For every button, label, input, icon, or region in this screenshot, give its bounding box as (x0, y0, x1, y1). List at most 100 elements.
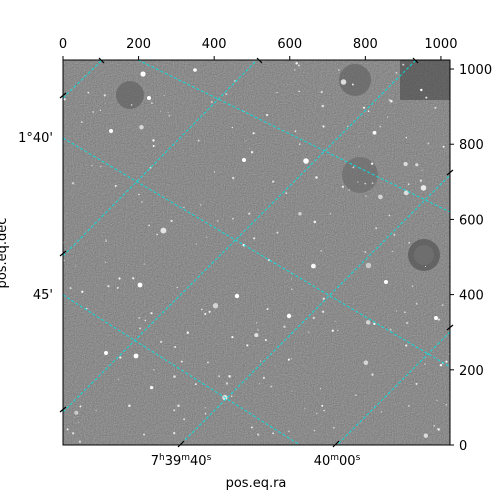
star (81, 290, 84, 293)
star (372, 130, 377, 135)
star (340, 79, 347, 85)
grid-line-5 (137, 60, 450, 213)
star (389, 328, 392, 331)
star (160, 110, 161, 112)
star (436, 399, 438, 402)
star (248, 212, 251, 215)
star (87, 91, 90, 94)
star (141, 201, 143, 203)
world-tick-8 (446, 169, 454, 176)
star (128, 404, 131, 408)
star (420, 185, 427, 191)
star (163, 94, 165, 96)
star (225, 93, 228, 95)
star (63, 242, 65, 244)
star (262, 376, 266, 380)
star (218, 375, 221, 377)
star (79, 405, 82, 408)
world-coordinate-ticks (59, 57, 454, 448)
star (130, 104, 133, 106)
star (408, 241, 411, 244)
bright-star (137, 282, 143, 288)
star (74, 410, 79, 415)
star (285, 192, 288, 194)
star (407, 404, 410, 407)
star (211, 101, 213, 103)
star (72, 432, 75, 435)
star (333, 426, 335, 429)
star (78, 440, 82, 443)
star (159, 340, 163, 344)
star (119, 356, 122, 359)
star (445, 360, 448, 363)
world-tick-9 (446, 324, 454, 331)
star (313, 429, 316, 432)
star (391, 250, 394, 253)
world-tick-0 (59, 92, 67, 99)
star (213, 171, 216, 173)
world-tick-4 (256, 57, 263, 64)
bright-star (286, 313, 292, 319)
star (118, 277, 121, 280)
star (100, 165, 102, 168)
star (358, 146, 360, 148)
star (355, 394, 357, 396)
star (347, 125, 349, 127)
star (265, 113, 269, 117)
star (272, 180, 275, 183)
star (258, 383, 261, 385)
star (176, 286, 178, 289)
star (248, 148, 250, 150)
bright-star (234, 293, 240, 299)
right-pixel-axis: 0 200 400 600 800 1000 (450, 63, 492, 454)
star (304, 408, 306, 410)
dec-tick-label-0: 1°40' (18, 131, 53, 146)
star (177, 404, 180, 407)
star (172, 431, 176, 435)
star (66, 428, 69, 431)
star (71, 182, 75, 185)
star-field (63, 62, 450, 443)
star (160, 227, 167, 234)
star (364, 182, 367, 185)
star (138, 193, 140, 196)
coordinate-grid (63, 60, 450, 445)
star (105, 240, 107, 242)
star (403, 190, 409, 196)
grid-line-1 (63, 60, 258, 257)
star (371, 373, 374, 376)
star (298, 90, 300, 93)
star (321, 404, 324, 407)
grid-line-4 (336, 331, 450, 445)
star (208, 310, 211, 313)
bright-star (104, 351, 108, 355)
star (197, 139, 200, 142)
star (139, 327, 142, 330)
star (322, 297, 325, 300)
star (380, 411, 382, 413)
star (405, 321, 409, 325)
star (104, 261, 107, 263)
star (434, 106, 437, 109)
star (291, 288, 293, 290)
star (228, 375, 231, 378)
star (415, 163, 419, 167)
star (200, 308, 203, 311)
star (173, 409, 176, 412)
star (441, 304, 444, 307)
bright-star (133, 353, 139, 359)
star (365, 320, 371, 325)
star (105, 239, 107, 241)
star (320, 90, 323, 94)
star (151, 102, 153, 104)
star (259, 360, 262, 362)
world-tick-6 (177, 440, 185, 448)
star (250, 151, 254, 154)
grid-line-7 (63, 294, 301, 445)
x-pixel-tick-label-1: 200 (126, 37, 151, 52)
star (116, 286, 119, 289)
star (63, 98, 66, 101)
star (373, 322, 376, 326)
x-pixel-tick-label-2: 400 (202, 37, 227, 52)
